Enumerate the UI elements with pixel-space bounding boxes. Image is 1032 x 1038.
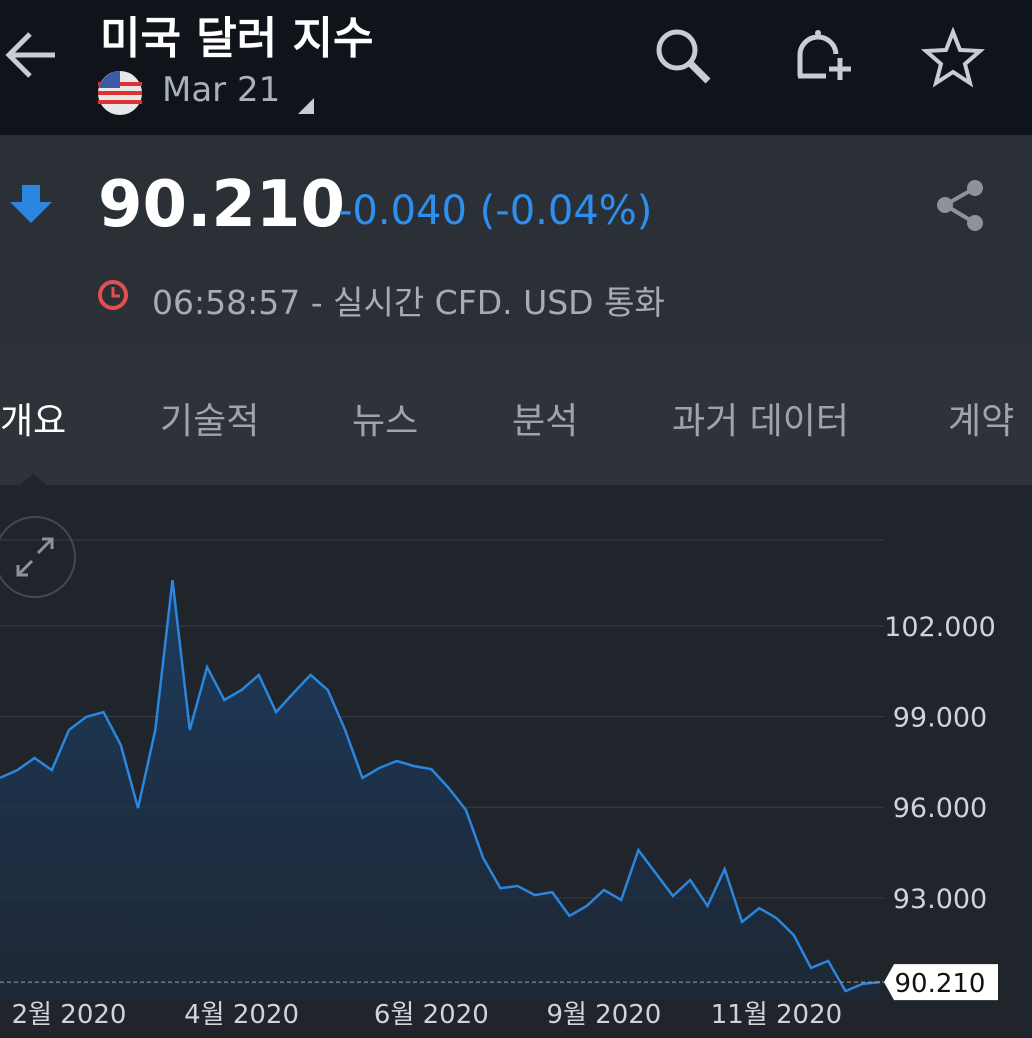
favorite-button[interactable]	[920, 26, 986, 88]
tab[interactable]: 기술적	[160, 401, 260, 442]
date: Mar 21	[162, 70, 281, 110]
y-tick-label: 102.000	[884, 612, 996, 643]
page-title: 미국 달러 지수	[100, 13, 374, 64]
timestamp: 06:58:57 - 실시간 CFD. USD 통화	[152, 283, 665, 322]
price: 90.210	[98, 168, 345, 242]
tab[interactable]: 분석	[512, 401, 579, 442]
tab[interactable]: 뉴스	[352, 401, 419, 442]
quote-panel	[0, 135, 1032, 345]
y-tick-label: 96.000	[893, 793, 987, 824]
dropdown-icon[interactable]	[298, 98, 314, 114]
x-tick-label: 9월 2020	[546, 1000, 661, 1030]
app-bar-icons	[5, 26, 986, 115]
tab[interactable]: 계약	[948, 401, 1015, 442]
line	[0, 579, 881, 993]
share-button[interactable]	[937, 180, 983, 231]
tab-indicator	[18, 474, 48, 486]
y-tick-label: 93.000	[893, 884, 987, 915]
alert-button[interactable]	[797, 30, 851, 80]
x-tick-label: 4월 2020	[184, 1000, 299, 1030]
tab[interactable]: 개요	[0, 401, 67, 442]
last-value-flag	[884, 964, 998, 1001]
x-tick-label: 6월 2020	[374, 1000, 489, 1030]
price-change: -0.040 (-0.04%)	[338, 188, 653, 234]
tab[interactable]: 과거 데이터	[672, 401, 850, 442]
back-button[interactable]	[5, 32, 55, 78]
last-value-label: 90.210	[895, 969, 986, 999]
y-tick-label: 99.000	[893, 703, 987, 734]
quote-icons	[10, 180, 983, 310]
tab-bar	[0, 345, 1032, 485]
area	[0, 580, 880, 1001]
search-button[interactable]	[656, 29, 711, 84]
app-bar	[0, 0, 1032, 135]
down-arrow	[10, 185, 52, 223]
x-tick-label: 2월 2020	[12, 1000, 127, 1030]
x-tick-label: 11월 2020	[711, 1000, 842, 1030]
expand-button[interactable]	[0, 516, 76, 598]
flag-canton	[99, 71, 120, 88]
chart: 93.000 96.000 99.000 102.000 90.210 2월 2020 4월…	[0, 516, 998, 1030]
clock-icon	[98, 280, 128, 310]
